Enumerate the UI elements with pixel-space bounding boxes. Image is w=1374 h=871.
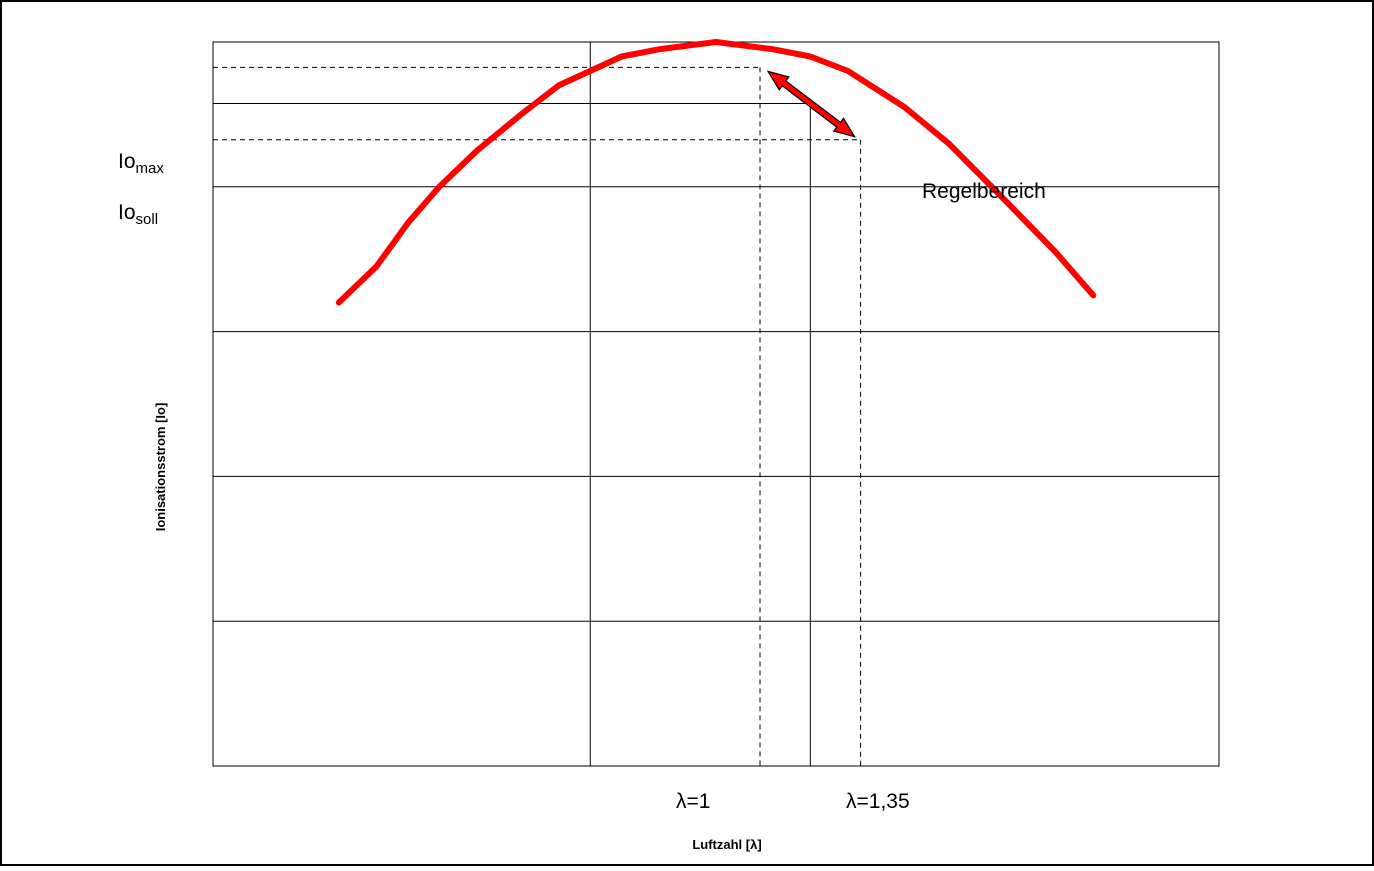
series-layer [335, 39, 1097, 306]
grid [213, 186, 1219, 622]
regelbereich-arrow-shape [766, 70, 856, 138]
guide-lines [213, 41, 1219, 766]
io-soll-label-sub: soll [136, 211, 159, 228]
io-max-label-sub: max [136, 160, 165, 177]
x-axis-title: Luftzahl [λ] [692, 837, 761, 852]
regelbereich-arrow [766, 70, 856, 138]
plot-frame [212, 41, 1220, 767]
y-axis-title: Ionisationsstrom [Io] [153, 403, 168, 532]
lambda-1-label: λ=1 [676, 790, 710, 813]
regelbereich-label: Regelbereich [922, 180, 1046, 203]
series-line-0 [335, 39, 1097, 306]
io-soll-label-main: Io [118, 201, 136, 224]
io-max-label-main: Io [118, 150, 136, 173]
io-soll-label: Iosoll [118, 201, 158, 228]
io-max-label: Iomax [118, 150, 164, 177]
lambda-135-label: λ=1,35 [846, 790, 910, 813]
